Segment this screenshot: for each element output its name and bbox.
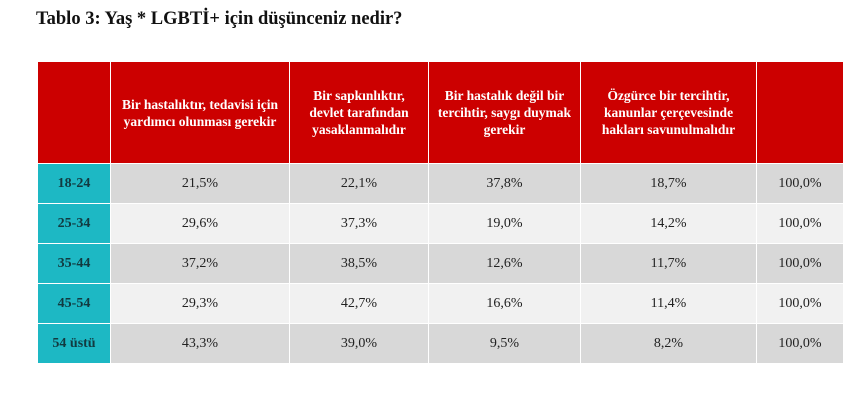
age-cell: 25-34: [37, 203, 111, 244]
header-corner-cell: [37, 61, 111, 164]
value-cell: 29,3%: [110, 283, 290, 324]
value-cell: 19,0%: [428, 203, 581, 244]
header-label: Bir sapkınlıktır, devlet tarafından yasa…: [309, 88, 409, 137]
table-row: 45-54 29,3% 42,7% 16,6% 11,4% 100,0%: [37, 283, 844, 324]
header-cell-total: [756, 61, 844, 164]
value-cell: 37,2%: [110, 243, 290, 284]
total-cell: 100,0%: [756, 163, 844, 204]
value-cell: 9,5%: [428, 323, 581, 364]
age-cell: 45-54: [37, 283, 111, 324]
age-cell: 35-44: [37, 243, 111, 284]
value-cell: 37,8%: [428, 163, 581, 204]
table-row: 35-44 37,2% 38,5% 12,6% 11,7% 100,0%: [37, 243, 844, 284]
value-cell: 14,2%: [580, 203, 757, 244]
value-cell: 22,1%: [289, 163, 429, 204]
header-cell-perversion-ban: Bir sapkınlıktır, devlet tarafından yasa…: [289, 61, 429, 164]
total-cell: 100,0%: [756, 323, 844, 364]
value-cell: 16,6%: [428, 283, 581, 324]
header-row: Bir hastalıktır, tedavisi için yardımcı …: [37, 61, 844, 164]
age-lgbti-opinion-table: Bir hastalıktır, tedavisi için yardımcı …: [37, 61, 844, 364]
header-label: Özgürce bir tercihtir, kanunlar çerçeves…: [601, 88, 736, 137]
value-cell: 29,6%: [110, 203, 290, 244]
value-cell: 8,2%: [580, 323, 757, 364]
total-cell: 100,0%: [756, 283, 844, 324]
total-cell: 100,0%: [756, 203, 844, 244]
value-cell: 12,6%: [428, 243, 581, 284]
value-cell: 42,7%: [289, 283, 429, 324]
header-cell-illness-treatment: Bir hastalıktır, tedavisi için yardımcı …: [110, 61, 290, 164]
value-cell: 18,7%: [580, 163, 757, 204]
table-row: 18-24 21,5% 22,1% 37,8% 18,7% 100,0%: [37, 163, 844, 204]
value-cell: 37,3%: [289, 203, 429, 244]
table-title: Tablo 3: Yaş * LGBTİ+ için düşünceniz ne…: [36, 9, 403, 29]
table-row: 25-34 29,6% 37,3% 19,0% 14,2% 100,0%: [37, 203, 844, 244]
table-row: 54 üstü 43,3% 39,0% 9,5% 8,2% 100,0%: [37, 323, 844, 364]
header-label: Bir hastalıktır, tedavisi için yardımcı …: [121, 96, 279, 129]
value-cell: 21,5%: [110, 163, 290, 204]
total-cell: 100,0%: [756, 243, 844, 284]
value-cell: 38,5%: [289, 243, 429, 284]
value-cell: 43,3%: [110, 323, 290, 364]
value-cell: 11,4%: [580, 283, 757, 324]
value-cell: 11,7%: [580, 243, 757, 284]
value-cell: 39,0%: [289, 323, 429, 364]
header-label: Bir hastalık değil bir tercihtir, saygı …: [437, 88, 572, 137]
header-cell-free-choice-rights: Özgürce bir tercihtir, kanunlar çerçeves…: [580, 61, 757, 164]
age-cell: 18-24: [37, 163, 111, 204]
header-cell-preference-respect: Bir hastalık değil bir tercihtir, saygı …: [428, 61, 581, 164]
age-cell: 54 üstü: [37, 323, 111, 364]
